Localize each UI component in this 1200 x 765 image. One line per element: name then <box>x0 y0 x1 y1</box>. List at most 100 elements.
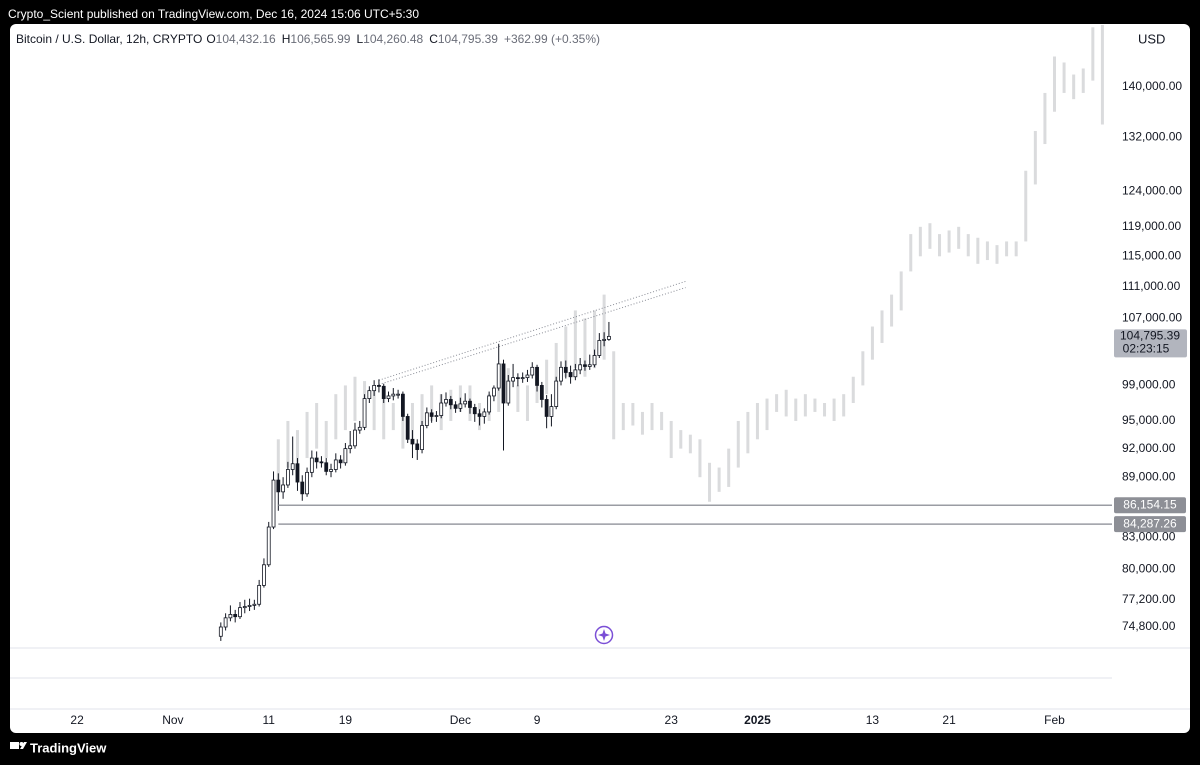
candle-body <box>343 448 348 464</box>
projection-bar <box>1024 170 1028 242</box>
candle-body <box>285 469 290 486</box>
candle-body <box>444 399 448 404</box>
y-tick-label: 115,000.00 <box>1122 248 1181 262</box>
y-tick-label: 132,000.00 <box>1122 130 1182 144</box>
candle-body <box>367 390 372 399</box>
projection-bar <box>803 394 807 417</box>
legend-text: H <box>281 32 291 46</box>
candle-body <box>496 363 501 389</box>
plot-area <box>218 25 1104 641</box>
projection-bar <box>1072 74 1076 100</box>
candle-body <box>487 395 492 413</box>
projection-bar <box>985 241 989 261</box>
x-tick-label: Dec <box>450 713 471 727</box>
legend-text: +362.99 (+0.35%) <box>503 32 601 46</box>
projection-bar <box>382 394 386 440</box>
projection-bar <box>669 420 673 459</box>
candle-body <box>252 603 257 606</box>
projection-bar <box>880 310 884 343</box>
y-tick-label: 95,000.00 <box>1122 413 1176 427</box>
projection-bar <box>775 394 779 412</box>
y-tick-label: 83,000.00 <box>1122 530 1176 544</box>
projection-bar <box>794 398 798 421</box>
currency-label: USD <box>1138 31 1165 46</box>
projection-bar <box>295 430 299 478</box>
candle-body <box>405 416 410 440</box>
candle-body <box>515 377 520 380</box>
projection-bar <box>372 385 376 431</box>
candle-body <box>338 459 343 464</box>
candle-body <box>587 364 592 367</box>
candle-body <box>535 366 539 386</box>
candle-body <box>511 377 515 382</box>
legend-text: O <box>206 32 216 46</box>
candle-body <box>218 626 223 637</box>
candle-body <box>424 412 429 426</box>
projection-bar <box>516 385 520 412</box>
projection-bar <box>1043 92 1047 145</box>
level-label-box <box>1114 516 1186 533</box>
projection-bar <box>660 411 664 431</box>
projection-bar <box>957 226 961 249</box>
candle-body <box>559 366 563 382</box>
projection-bar <box>1091 27 1095 81</box>
projection-bar <box>861 351 865 386</box>
candle-body <box>482 411 487 417</box>
candle-body <box>420 425 424 450</box>
candle-body <box>391 393 396 397</box>
candle-body <box>262 564 266 586</box>
candle-body <box>568 372 573 378</box>
candle-body <box>492 387 496 397</box>
projection-bar <box>391 403 395 431</box>
candle-body <box>238 607 242 618</box>
chart-background <box>10 24 1190 733</box>
footer-brand: TradingView <box>30 740 107 755</box>
candle-body <box>242 606 247 609</box>
countdown-label: 02:23:15 <box>1123 342 1170 356</box>
projection-bar <box>842 394 846 417</box>
projection-bar <box>1053 56 1057 112</box>
projection-bar <box>401 411 405 449</box>
candle-body <box>472 407 477 415</box>
projection-bar <box>938 234 942 257</box>
y-tick-label: 92,000.00 <box>1122 441 1176 455</box>
tradingview-logo <box>10 742 27 749</box>
candle-body <box>453 404 458 409</box>
publisher-line: Crypto_Scient published on TradingView.c… <box>8 7 419 21</box>
symbol-legend: Bitcoin / U.S. Dollar, 12h, CRYPTO O 104,4… <box>16 32 606 46</box>
candle-body <box>458 403 463 409</box>
projection-bar <box>688 434 692 454</box>
y-tick-label: 89,000.00 <box>1122 469 1176 483</box>
level-label: 84,287.26 <box>1123 516 1177 530</box>
y-tick-label: 140,000.00 <box>1122 79 1182 93</box>
x-tick-label: 19 <box>339 713 353 727</box>
projection-bar <box>420 394 424 431</box>
projection-bar <box>324 420 328 459</box>
candle-body <box>386 395 391 399</box>
level-label-box <box>1114 497 1186 514</box>
y-tick-label: 124,000.00 <box>1122 184 1182 198</box>
candle-body <box>266 526 271 566</box>
candle-body <box>333 459 338 470</box>
y-tick-label: 111,000.00 <box>1122 279 1181 293</box>
candle-body <box>439 402 444 416</box>
sparkle-icon[interactable] <box>594 625 614 645</box>
projection-bar <box>305 411 309 459</box>
projection-bar <box>640 411 644 435</box>
candle-body <box>530 366 535 376</box>
level-label: 86,154.15 <box>1123 497 1177 511</box>
legend-text: 104,795.39 <box>437 32 498 46</box>
projection-bar <box>343 385 347 431</box>
candle-body <box>228 614 233 619</box>
last-price-label: 104,795.39 <box>1120 329 1180 343</box>
candle-body <box>563 366 568 373</box>
candle-body <box>544 399 549 417</box>
x-tick-label: 9 <box>534 713 541 727</box>
projection-bar <box>1005 241 1009 257</box>
candle-body <box>319 461 324 464</box>
x-tick-label: Feb <box>1044 713 1065 727</box>
projection-bar <box>497 376 501 412</box>
projection-bar <box>334 394 338 440</box>
candle-body <box>592 355 597 366</box>
candle-body <box>607 335 611 340</box>
